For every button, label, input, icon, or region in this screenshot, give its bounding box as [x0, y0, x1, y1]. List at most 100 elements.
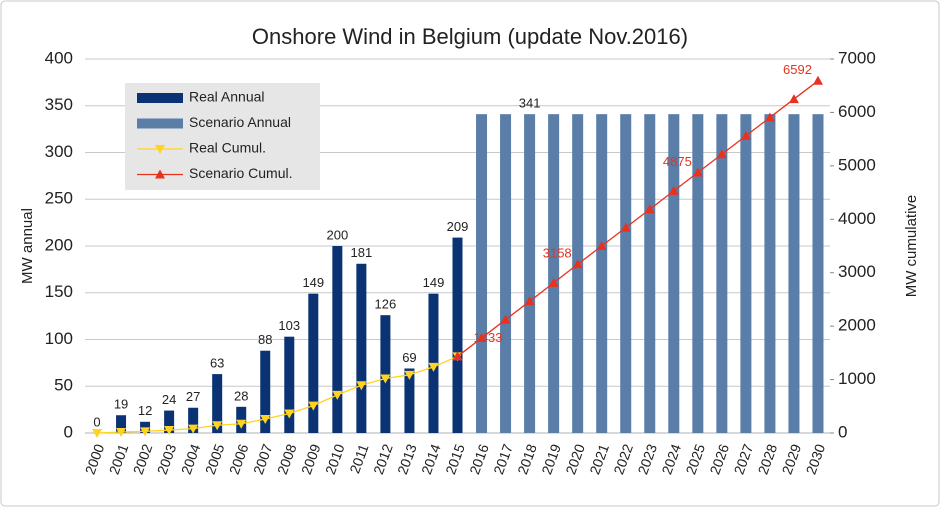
- marker: [284, 409, 295, 419]
- y-tick-label: 250: [45, 189, 73, 208]
- legend-marker: [155, 169, 165, 179]
- data-label: 149: [423, 275, 445, 290]
- y-tick-label: 400: [45, 48, 73, 67]
- y2-axis-label: MW cumulative: [903, 195, 920, 298]
- marker: [236, 419, 247, 429]
- y-tick-label: 300: [45, 142, 73, 161]
- marker: [524, 296, 535, 306]
- bar: [644, 114, 656, 433]
- y2-tick-label: 7000: [838, 48, 876, 67]
- bar: [404, 368, 415, 433]
- bar: [764, 114, 776, 433]
- marker: [644, 204, 655, 214]
- bar: [260, 350, 271, 433]
- marker: [404, 370, 415, 380]
- marker: [788, 94, 799, 104]
- data-label: 209: [447, 219, 469, 234]
- marker: [188, 424, 199, 434]
- marker: [500, 314, 511, 324]
- bar: [452, 237, 463, 433]
- data-label: 63: [210, 356, 224, 371]
- marker: [116, 427, 127, 437]
- chart-title: Onshore Wind in Belgium (update Nov.2016…: [252, 24, 688, 49]
- bar: [716, 114, 728, 433]
- marker: [572, 259, 583, 269]
- y2-tick-label: 1000: [838, 369, 876, 388]
- bar: [476, 114, 488, 433]
- marker: [452, 351, 463, 361]
- bar: [740, 114, 752, 433]
- marker: [740, 130, 751, 140]
- y-tick-label: 350: [45, 95, 73, 114]
- marker: [548, 277, 559, 287]
- data-label: 19: [114, 397, 128, 412]
- data-label: 126: [375, 297, 397, 312]
- bar: [356, 263, 367, 433]
- y-tick-label: 100: [45, 329, 73, 348]
- marker: [764, 112, 775, 122]
- data-label: 1433: [474, 330, 503, 345]
- legend-swatch: [137, 93, 183, 103]
- marker: [428, 362, 439, 372]
- y2-tick-label: 0: [838, 422, 847, 441]
- bar: [548, 114, 560, 433]
- y2-tick-label: 4000: [838, 209, 876, 228]
- marker: [164, 426, 175, 436]
- data-label: 103: [278, 318, 300, 333]
- y-tick-label: 150: [45, 282, 73, 301]
- marker: [716, 149, 727, 159]
- y-axis-label: MW annual: [19, 208, 36, 284]
- marker: [668, 185, 679, 195]
- bar: [164, 410, 175, 433]
- legend-marker: [155, 145, 165, 154]
- marker: [260, 415, 271, 425]
- marker: [308, 401, 319, 411]
- bar: [524, 114, 536, 433]
- data-label: 181: [351, 245, 373, 260]
- legend-label: Real Annual: [189, 89, 265, 105]
- data-label: 88: [258, 332, 272, 347]
- bar: [812, 114, 824, 433]
- marker: [596, 241, 607, 250]
- y2-tick-label: 3000: [838, 262, 876, 281]
- bar: [620, 114, 632, 433]
- bar: [188, 407, 199, 433]
- marker: [620, 222, 631, 232]
- marker: [212, 421, 223, 431]
- data-label: 3158: [543, 246, 572, 261]
- marker: [692, 167, 703, 177]
- data-label: 6592: [783, 62, 812, 77]
- marker: [92, 429, 103, 438]
- data-label: 341: [519, 96, 541, 111]
- bar: [308, 293, 319, 433]
- data-label: 69: [402, 350, 416, 365]
- bar: [692, 114, 704, 433]
- marker: [812, 75, 823, 85]
- y2-tick-label: 5000: [838, 155, 876, 174]
- data-label: 27: [186, 389, 200, 404]
- line: [96, 355, 458, 434]
- marker: [356, 381, 367, 391]
- bar: [500, 114, 512, 433]
- bar: [284, 336, 295, 433]
- y-tick-label: 0: [64, 422, 73, 441]
- bar: [116, 415, 127, 433]
- bar: [212, 374, 223, 433]
- data-label: 24: [162, 392, 176, 407]
- bar: [380, 315, 391, 433]
- legend-label: Scenario Annual: [189, 114, 291, 130]
- marker: [380, 374, 391, 384]
- marker: [476, 333, 487, 343]
- data-label: 0: [93, 414, 100, 429]
- marker: [140, 427, 151, 437]
- bar: [596, 114, 608, 433]
- y2-tick-label: 2000: [838, 316, 876, 335]
- data-label: 200: [326, 227, 348, 242]
- line: [457, 80, 819, 357]
- y-tick-label: 50: [54, 376, 73, 395]
- y-tick-label: 200: [45, 235, 73, 254]
- legend-label: Scenario Cumul.: [189, 165, 293, 181]
- data-label: 4875: [663, 154, 692, 169]
- data-label: 28: [234, 388, 248, 403]
